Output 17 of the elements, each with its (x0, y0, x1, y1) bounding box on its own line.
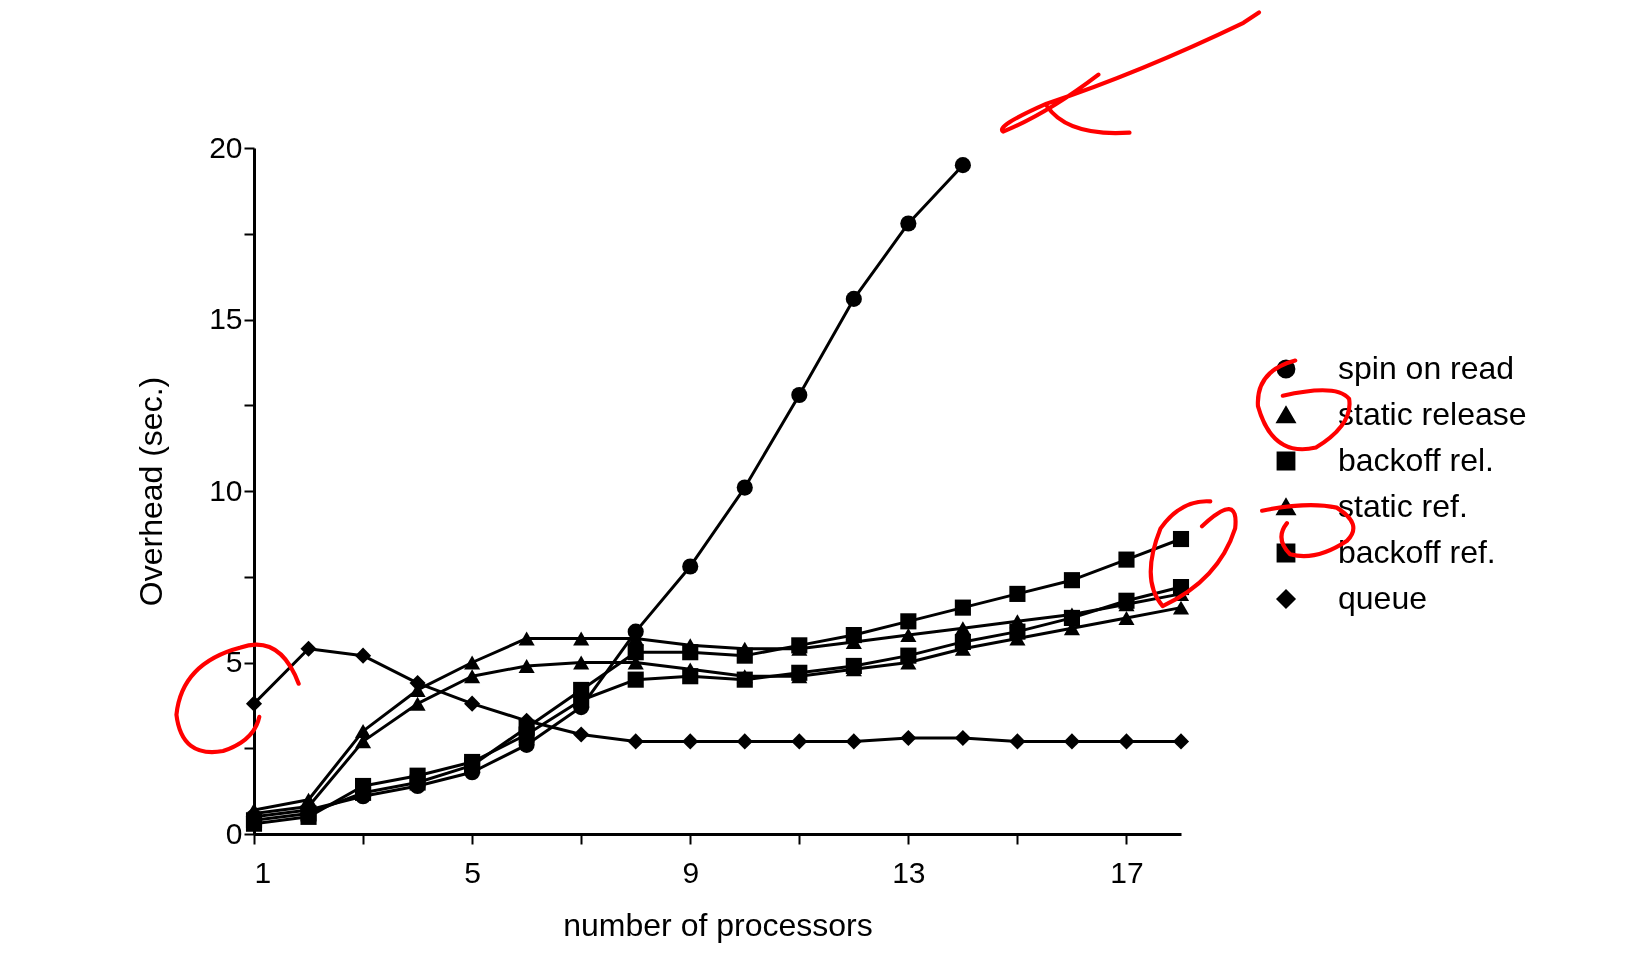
y-tick-label: 0 (225, 816, 243, 850)
x-tick-label: 5 (464, 855, 481, 889)
x-axis-title: number of processors (563, 906, 873, 943)
x-tick-label: 9 (682, 855, 700, 889)
x-tick-label: 17 (1110, 855, 1144, 889)
x-tick-label: 1 (254, 855, 272, 889)
legend-label: backoff rel. (1338, 442, 1494, 478)
y-axis-title: Overhead (sec.) (133, 376, 170, 607)
y-tick-label: 20 (209, 130, 243, 164)
legend-label: static ref. (1338, 488, 1468, 524)
x-tick-label: 13 (892, 855, 926, 889)
legend-label: backoff ref. (1338, 534, 1496, 570)
legend-label: queue (1338, 580, 1427, 616)
y-tick-label: 15 (209, 302, 243, 335)
y-tick-label: 10 (209, 473, 243, 507)
legend-label: spin on read (1338, 350, 1515, 386)
y-tick-label: 5 (225, 645, 243, 678)
